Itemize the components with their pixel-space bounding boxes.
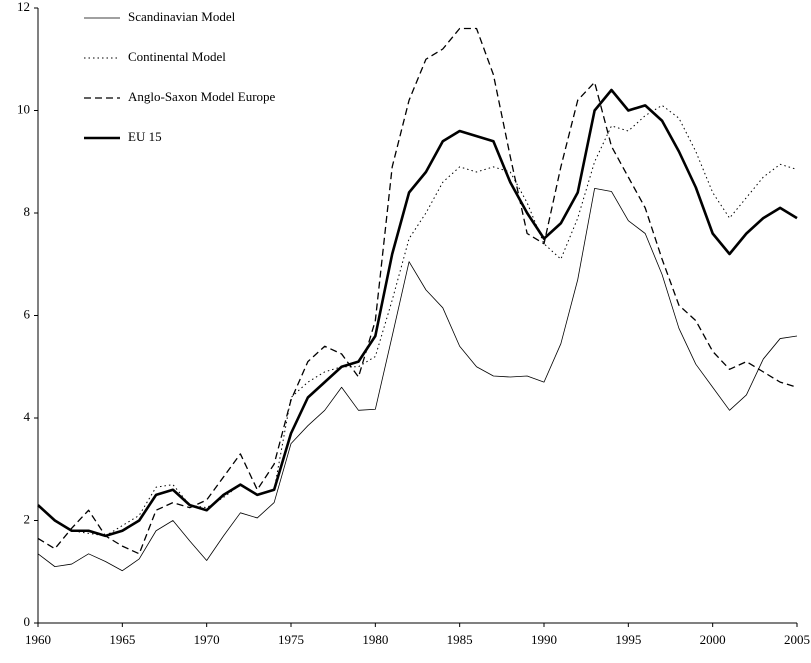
x-tick-label: 1990: [531, 632, 557, 647]
x-tick-label: 1965: [109, 632, 135, 647]
series-line: [37, 27, 798, 555]
y-tick-label: 8: [24, 204, 31, 219]
x-tick-label: 1980: [362, 632, 388, 647]
legend-label: Continental Model: [128, 49, 226, 64]
x-tick-label: 1985: [447, 632, 473, 647]
legend-label: EU 15: [128, 129, 162, 144]
y-tick-label: 12: [17, 0, 30, 14]
y-tick-label: 4: [24, 409, 31, 424]
x-tick-label: 1960: [25, 632, 51, 647]
series-line: [37, 104, 798, 537]
y-tick-label: 2: [24, 511, 31, 526]
series-line: [37, 188, 798, 572]
x-tick-label: 1975: [278, 632, 304, 647]
legend-label: Scandinavian Model: [128, 9, 236, 24]
x-tick-label: 1995: [615, 632, 641, 647]
legend-label: Anglo-Saxon Model Europe: [128, 89, 276, 104]
x-tick-label: 2005: [784, 632, 810, 647]
y-tick-label: 0: [24, 614, 31, 629]
series-line: [37, 88, 798, 538]
x-tick-label: 1970: [194, 632, 220, 647]
x-tick-label: 2000: [700, 632, 726, 647]
y-tick-label: 6: [24, 306, 31, 321]
y-tick-label: 10: [17, 101, 30, 116]
